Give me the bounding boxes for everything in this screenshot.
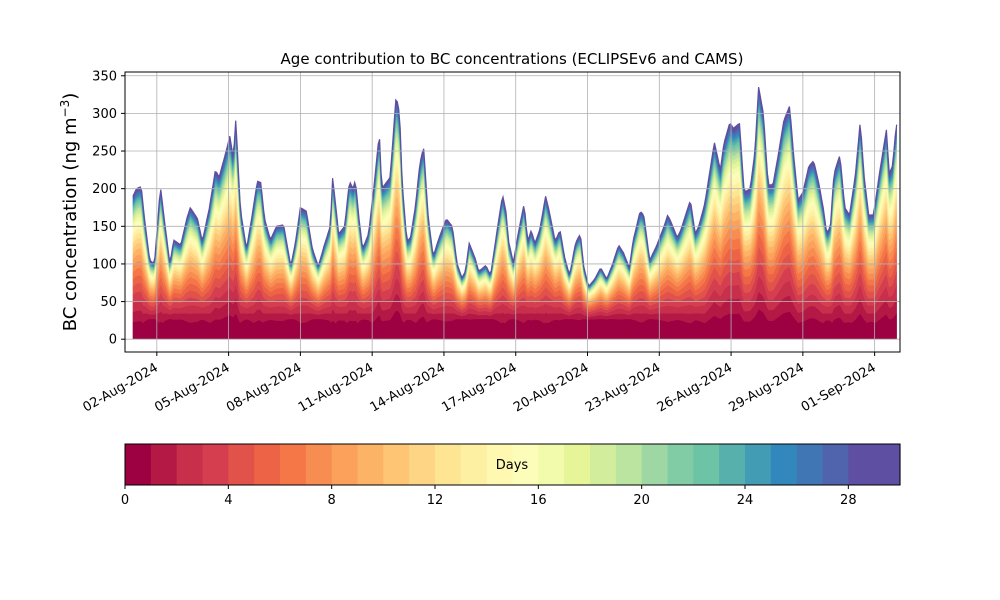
y-tick-label: 100 [92, 257, 117, 272]
y-tick-label: 350 [92, 69, 117, 84]
colorbar-cell [564, 444, 591, 485]
colorbar-cell [848, 444, 875, 485]
y-axis-label-exponent: −3 [58, 100, 72, 118]
colorbar: Days 0 4 8 12 16 20 24 28 [121, 443, 901, 508]
y-axis-label-close: ) [60, 93, 81, 100]
colorbar-ticks: 0 4 8 12 16 20 24 28 [121, 485, 857, 508]
y-axis-label: BC concentration (ng m−3) [58, 93, 81, 332]
colorbar-label: Days [496, 458, 529, 473]
y-tick-label: 50 [100, 295, 117, 310]
colorbar-cell [822, 444, 849, 485]
colorbar-tick-label: 28 [840, 493, 857, 508]
colorbar-cell [435, 444, 462, 485]
colorbar-frame [124, 443, 901, 486]
colorbar-tick-label: 4 [224, 493, 232, 508]
plot-frame [124, 71, 901, 353]
colorbar-cell [460, 444, 488, 485]
colorbar-cell [667, 444, 694, 485]
y-axis: 0 50 100 150 200 250 300 350 [92, 69, 125, 348]
colorbar-cell [615, 444, 643, 485]
colorbar-tick-label: 16 [530, 493, 547, 508]
colorbar-cell [693, 444, 720, 485]
colorbar-cell [796, 444, 824, 485]
y-tick-label: 300 [92, 107, 117, 122]
chart-title: Age contribution to BC concentrations (E… [281, 50, 744, 68]
colorbar-cell [176, 444, 204, 485]
colorbar-tick-label: 24 [737, 493, 754, 508]
colorbar-cell [512, 444, 539, 485]
colorbar-tick-label: 8 [328, 493, 336, 508]
colorbar-tick-label: 0 [121, 493, 129, 508]
colorbar-cell [125, 444, 152, 485]
total-outline [132, 86, 898, 287]
colorbar-tick-label: 20 [633, 493, 650, 508]
colorbar-cell [874, 444, 901, 485]
colorbar-cell [331, 444, 359, 485]
colorbar-cell [202, 444, 229, 485]
colorbar-cell [357, 444, 384, 485]
colorbar-cells [125, 444, 901, 485]
colorbar-cell [641, 444, 669, 485]
colorbar-cell [590, 444, 617, 485]
colorbar-cell [486, 444, 514, 485]
age-bands [132, 86, 898, 340]
grid-lines [125, 72, 900, 352]
y-axis-label-text: BC concentration (ng m [60, 117, 81, 331]
colorbar-cell [745, 444, 772, 485]
colorbar-cell [719, 444, 746, 485]
colorbar-cell [305, 444, 333, 485]
colorbar-cell [383, 444, 410, 485]
colorbar-cell [538, 444, 565, 485]
colorbar-cell [770, 444, 798, 485]
colorbar-cell [409, 444, 436, 485]
colorbar-cell [280, 444, 307, 485]
colorbar-tick-label: 12 [427, 493, 444, 508]
y-tick-label: 0 [109, 333, 117, 348]
colorbar-cell [150, 444, 178, 485]
colorbar-cell [228, 444, 255, 485]
y-tick-label: 200 [92, 182, 117, 197]
colorbar-cell [254, 444, 281, 485]
y-tick-label: 250 [92, 145, 117, 160]
y-tick-label: 150 [92, 220, 117, 235]
